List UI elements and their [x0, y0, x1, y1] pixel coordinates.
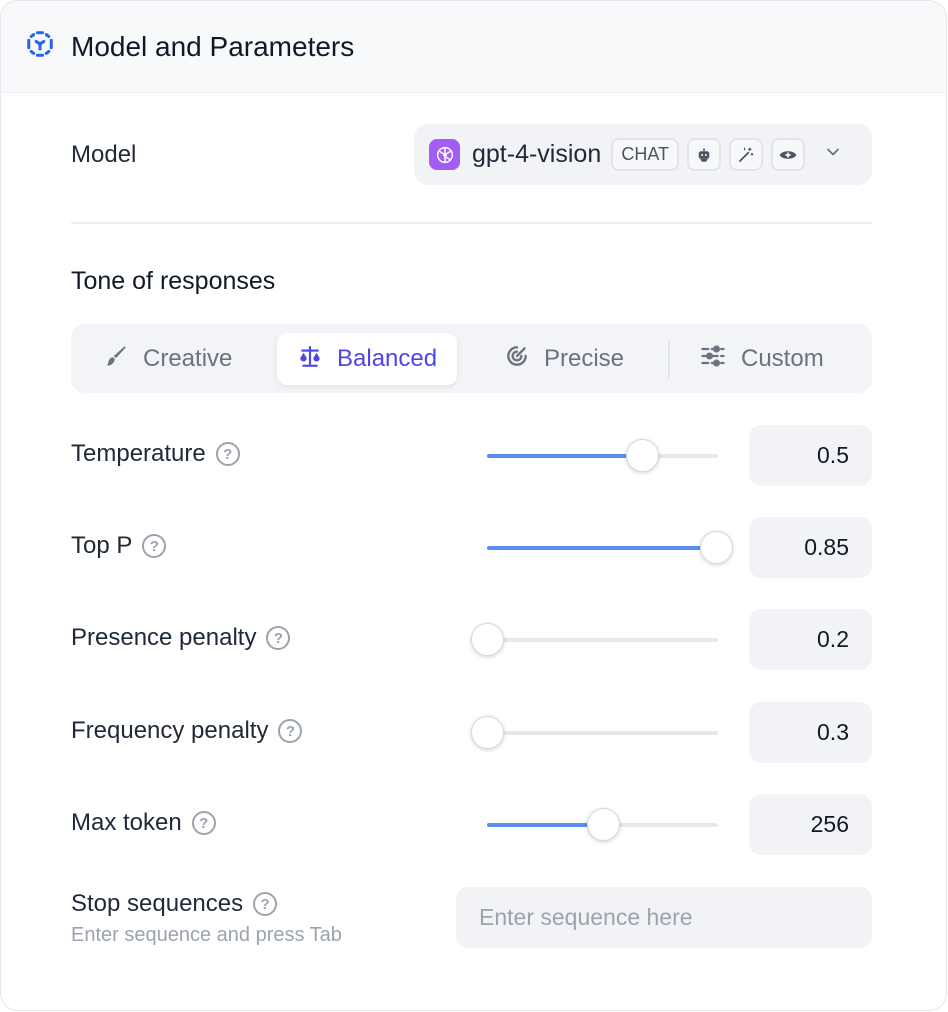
model-cube-icon — [25, 29, 55, 64]
tab-custom[interactable]: Custom — [699, 333, 824, 385]
tab-precise[interactable]: Precise — [504, 333, 624, 385]
temperature-value-input[interactable]: 0.5 — [749, 425, 872, 486]
tone-title: Tone of responses — [71, 267, 276, 295]
stop-sequences-hint: Enter sequence and press Tab — [71, 924, 342, 946]
top-p-label: Top P — [71, 532, 133, 559]
presence-penalty-label-row: Presence penalty ? — [71, 624, 291, 652]
tab-balanced[interactable]: Balanced — [277, 333, 458, 385]
max-token-slider[interactable] — [487, 808, 718, 841]
max-token-label: Max token — [71, 809, 182, 836]
frequency-penalty-slider[interactable] — [471, 716, 718, 749]
tab-separator — [668, 340, 670, 378]
target-icon — [504, 343, 530, 376]
presence-penalty-value-input[interactable]: 0.2 — [749, 609, 872, 670]
stop-sequences-label: Stop sequences — [71, 890, 244, 917]
presence-penalty-slider[interactable] — [471, 623, 718, 656]
divider — [71, 222, 872, 224]
max-token-value-input[interactable]: 256 — [749, 794, 872, 855]
chevron-down-icon[interactable] — [823, 142, 843, 167]
presence-penalty-label: Presence penalty — [71, 624, 257, 651]
slider-thumb[interactable] — [699, 531, 733, 564]
slider-fill — [487, 546, 716, 550]
model-select[interactable]: gpt-4-vision CHAT — [414, 124, 872, 185]
help-icon[interactable]: ? — [215, 442, 240, 466]
top-p-slider[interactable] — [487, 531, 733, 564]
temperature-slider[interactable] — [487, 439, 718, 472]
slider-thumb[interactable] — [471, 623, 504, 656]
frequency-penalty-label-row: Frequency penalty ? — [71, 717, 303, 745]
magic-wand-icon — [729, 138, 764, 171]
temperature-label-row: Temperature ? — [71, 440, 240, 468]
slider-fill — [487, 454, 642, 458]
temperature-label: Temperature — [71, 440, 206, 467]
slider-fill — [487, 823, 603, 827]
max-token-label-row: Max token ? — [71, 809, 216, 837]
slider-thumb[interactable] — [471, 716, 504, 749]
help-icon[interactable]: ? — [191, 811, 216, 835]
top-p-label-row: Top P ? — [71, 532, 167, 560]
slider-thumb[interactable] — [625, 439, 659, 472]
sliders-icon — [699, 342, 727, 377]
robot-icon — [687, 138, 722, 171]
chat-badge: CHAT — [611, 138, 680, 171]
openai-logo-icon — [429, 139, 460, 170]
tab-creative[interactable]: Creative — [103, 333, 232, 385]
panel-header: Model and Parameters — [1, 1, 946, 93]
help-icon[interactable]: ? — [278, 719, 303, 743]
help-icon[interactable]: ? — [142, 534, 167, 558]
help-icon[interactable]: ? — [266, 626, 291, 650]
scale-icon — [297, 343, 323, 376]
model-label: Model — [71, 141, 137, 168]
slider-thumb[interactable] — [586, 808, 620, 841]
stop-sequences-label-row: Stop sequences ? — [71, 890, 278, 918]
top-p-value-input[interactable]: 0.85 — [749, 517, 872, 578]
panel-title: Model and Parameters — [71, 30, 355, 62]
help-icon[interactable]: ? — [253, 892, 278, 916]
tone-tabs: Creative Balanced Precise Custom — [71, 324, 872, 393]
frequency-penalty-label: Frequency penalty — [71, 717, 269, 744]
eye-icon — [771, 138, 806, 171]
brush-icon — [103, 343, 129, 376]
stop-sequences-input[interactable] — [456, 887, 872, 948]
model-name: gpt-4-vision — [472, 140, 602, 168]
frequency-penalty-value-input[interactable]: 0.3 — [749, 702, 872, 763]
